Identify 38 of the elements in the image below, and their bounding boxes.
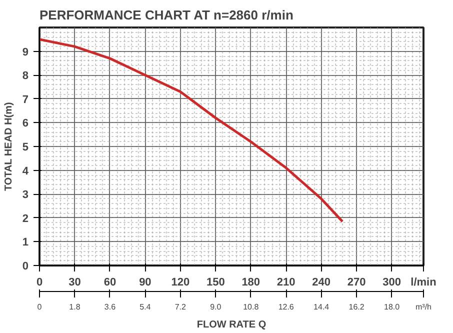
x2-tick-label: 9.0	[210, 302, 222, 312]
x2-tick-label: 12.6	[278, 302, 294, 312]
x-tick-label: 0	[36, 276, 43, 288]
x2-tick-label: 0	[37, 302, 42, 312]
x2-tick-label: 3.6	[104, 302, 116, 312]
x-tick-label: 30	[68, 276, 81, 288]
x-tick-label: 240	[312, 276, 331, 288]
x2-tick-label: 5.4	[140, 302, 152, 312]
y-tick-label: 6	[22, 118, 29, 130]
line-series	[40, 38, 344, 223]
chart-title: PERFORMANCE CHART AT n=2860 r/min	[40, 8, 294, 22]
y-tick-label: 8	[22, 70, 29, 82]
x2-tick-label: 18.0	[384, 302, 400, 312]
text: m³/h	[416, 302, 432, 312]
x2-tick-label: 1.8	[69, 302, 81, 312]
x-tick-label: 90	[139, 276, 152, 288]
y-tick-label: 7	[22, 94, 29, 106]
y-tick-label: 5	[22, 142, 29, 154]
x2-tick-label: 7.2	[174, 302, 187, 312]
y-tick-label: 4	[22, 165, 30, 178]
y-tick-label: 1	[22, 236, 29, 249]
y-tick-label: 3	[22, 189, 29, 202]
x-axis-title: FLOW RATE Q	[196, 320, 266, 330]
x-tick-label: 150	[206, 276, 225, 288]
x2-tick-label: 16.2	[348, 302, 365, 312]
text: l/min	[410, 276, 437, 288]
y-tick-label: 0	[22, 260, 29, 272]
x-tick-label: 270	[347, 276, 366, 288]
x-tick-label: 210	[276, 276, 296, 288]
y-tick-label: 9	[22, 46, 29, 58]
x-tick-label: 120	[171, 276, 190, 288]
y-tick-label: 2	[22, 212, 29, 225]
x-tick-label: 300	[382, 276, 401, 288]
y-axis-title: TOTAL HEAD H(m)	[3, 102, 14, 192]
x2-tick-label: 14.4	[314, 302, 330, 312]
x2-tick-label: 10.8	[243, 302, 260, 312]
x-tick-label: 180	[242, 276, 260, 288]
x-tick-label: 60	[104, 276, 116, 288]
